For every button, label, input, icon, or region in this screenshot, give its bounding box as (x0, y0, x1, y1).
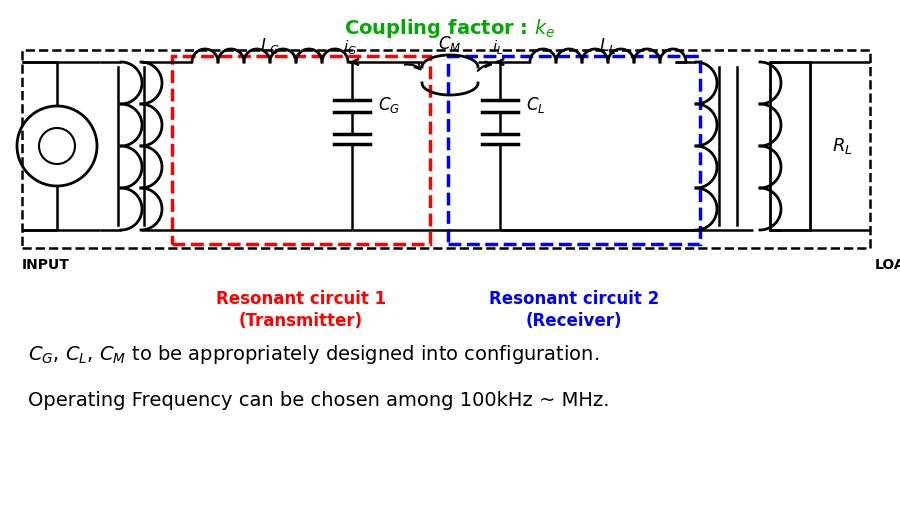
Text: $C_G$, $C_L$, $C_M$ to be appropriately designed into configuration.: $C_G$, $C_L$, $C_M$ to be appropriately … (28, 343, 599, 367)
Text: $i_L$: $i_L$ (491, 38, 503, 57)
Text: $i_G$: $i_G$ (343, 38, 357, 57)
Text: $C_L$: $C_L$ (526, 95, 545, 115)
Text: LOAD: LOAD (875, 258, 900, 272)
Text: $L_L$: $L_L$ (599, 36, 616, 56)
Text: $C_M$: $C_M$ (438, 34, 462, 54)
Bar (770, 62, 810, 230)
Text: INPUT: INPUT (22, 258, 70, 272)
Text: Coupling factor : $k_e$: Coupling factor : $k_e$ (344, 16, 556, 39)
Text: Resonant circuit 1: Resonant circuit 1 (216, 290, 386, 308)
Text: $R_L$: $R_L$ (832, 136, 853, 156)
Text: Resonant circuit 2: Resonant circuit 2 (489, 290, 659, 308)
Text: (Transmitter): (Transmitter) (238, 312, 363, 330)
Text: $L_G$: $L_G$ (260, 36, 280, 56)
Text: (Receiver): (Receiver) (526, 312, 622, 330)
Text: $C_G$: $C_G$ (378, 95, 400, 115)
Text: Operating Frequency can be chosen among 100kHz ~ MHz.: Operating Frequency can be chosen among … (28, 390, 609, 410)
